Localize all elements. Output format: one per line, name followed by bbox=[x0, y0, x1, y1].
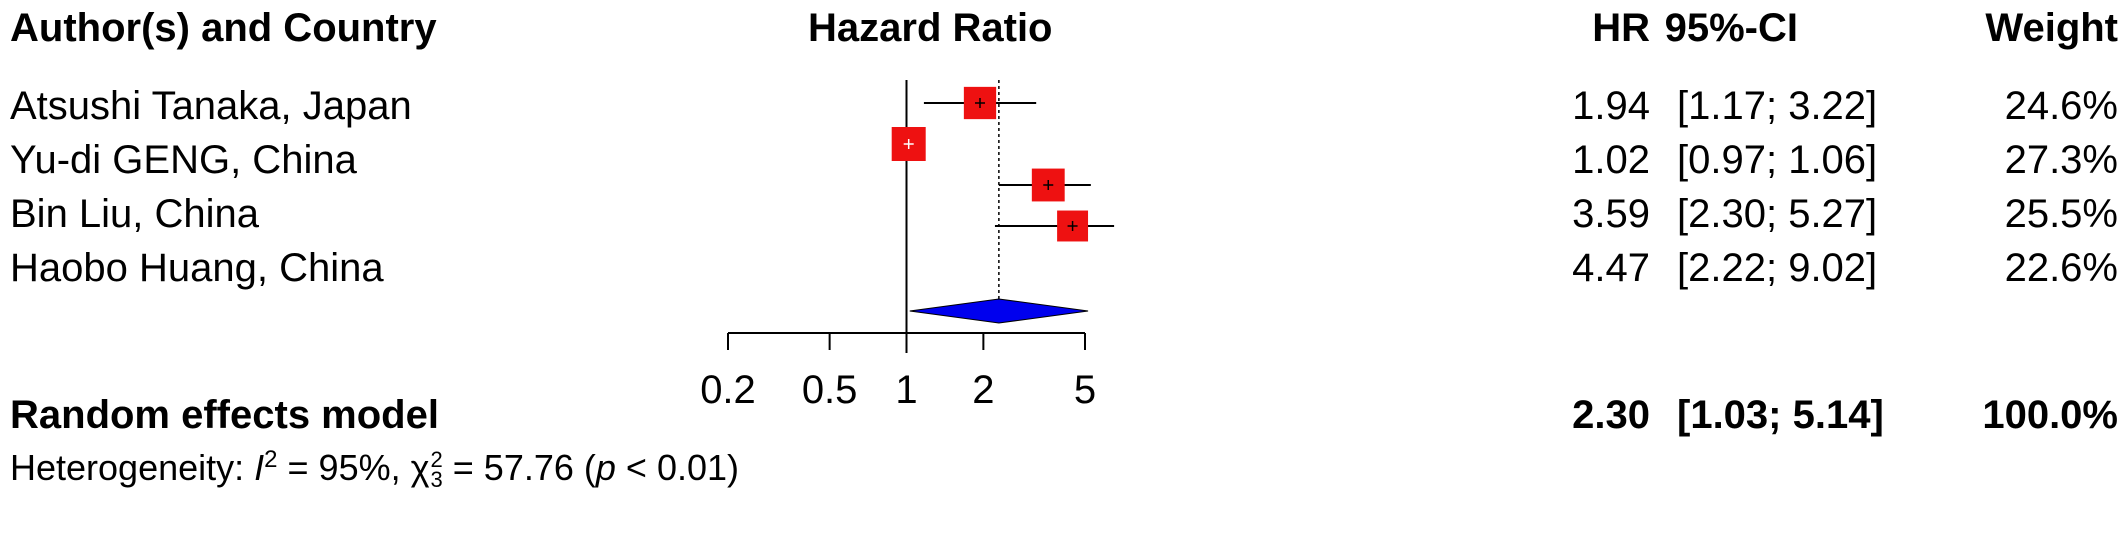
study-hr: 3.59 bbox=[1572, 192, 1650, 236]
chi-subscript: 3 bbox=[430, 467, 443, 493]
x-tick-label: 0.2 bbox=[700, 368, 756, 412]
summary-ci: [1.03; 5.14] bbox=[1677, 393, 1884, 437]
summary-diamond bbox=[909, 298, 1089, 324]
x-tick-label: 1 bbox=[895, 368, 917, 412]
i2-exponent: 2 bbox=[264, 446, 278, 473]
study-column-header: Author(s) and Country bbox=[10, 6, 437, 50]
ci-column-header: 95%-CI bbox=[1664, 6, 1798, 50]
i2-symbol: I bbox=[254, 447, 265, 488]
x-tick-label: 0.5 bbox=[802, 368, 858, 412]
study-label: Bin Liu, China bbox=[10, 192, 260, 236]
study-weight: 24.6% bbox=[2004, 84, 2118, 128]
x-tick-label: 2 bbox=[972, 368, 994, 412]
x-tick-label: 5 bbox=[1074, 368, 1096, 412]
study-label: Atsushi Tanaka, Japan bbox=[10, 84, 412, 128]
study-hr: 4.47 bbox=[1572, 246, 1650, 290]
weight-column-header: Weight bbox=[1985, 6, 2118, 50]
i2-value: = 95%, bbox=[277, 447, 411, 488]
study-ci: [1.17; 3.22] bbox=[1677, 84, 1878, 128]
study-ci: [0.97; 1.06] bbox=[1677, 138, 1878, 182]
summary-weight: 100.0% bbox=[1982, 393, 2118, 437]
study-hr: 1.02 bbox=[1572, 138, 1650, 182]
p-symbol: p bbox=[595, 447, 616, 488]
summary-label: Random effects model bbox=[10, 393, 439, 437]
study-weight: 27.3% bbox=[2004, 138, 2118, 182]
p-value: < 0.01) bbox=[615, 447, 740, 488]
hr-column-header: HR bbox=[1592, 6, 1650, 50]
study-label: Haobo Huang, China bbox=[10, 246, 384, 290]
study-ci: [2.30; 5.27] bbox=[1677, 192, 1878, 236]
chi-symbol: χ bbox=[410, 447, 430, 488]
heterogeneity-prefix: Heterogeneity: bbox=[10, 447, 255, 488]
summary-hr: 2.30 bbox=[1572, 393, 1650, 437]
study-weight: 22.6% bbox=[2004, 246, 2118, 290]
study-weight: 25.5% bbox=[2004, 192, 2118, 236]
chi-value: = 57.76 ( bbox=[442, 447, 596, 488]
chi-exponent: 2 bbox=[430, 446, 443, 472]
study-label: Yu-di GENG, China bbox=[10, 138, 357, 182]
study-ci: [2.22; 9.02] bbox=[1677, 246, 1878, 290]
study-hr: 1.94 bbox=[1572, 84, 1650, 128]
